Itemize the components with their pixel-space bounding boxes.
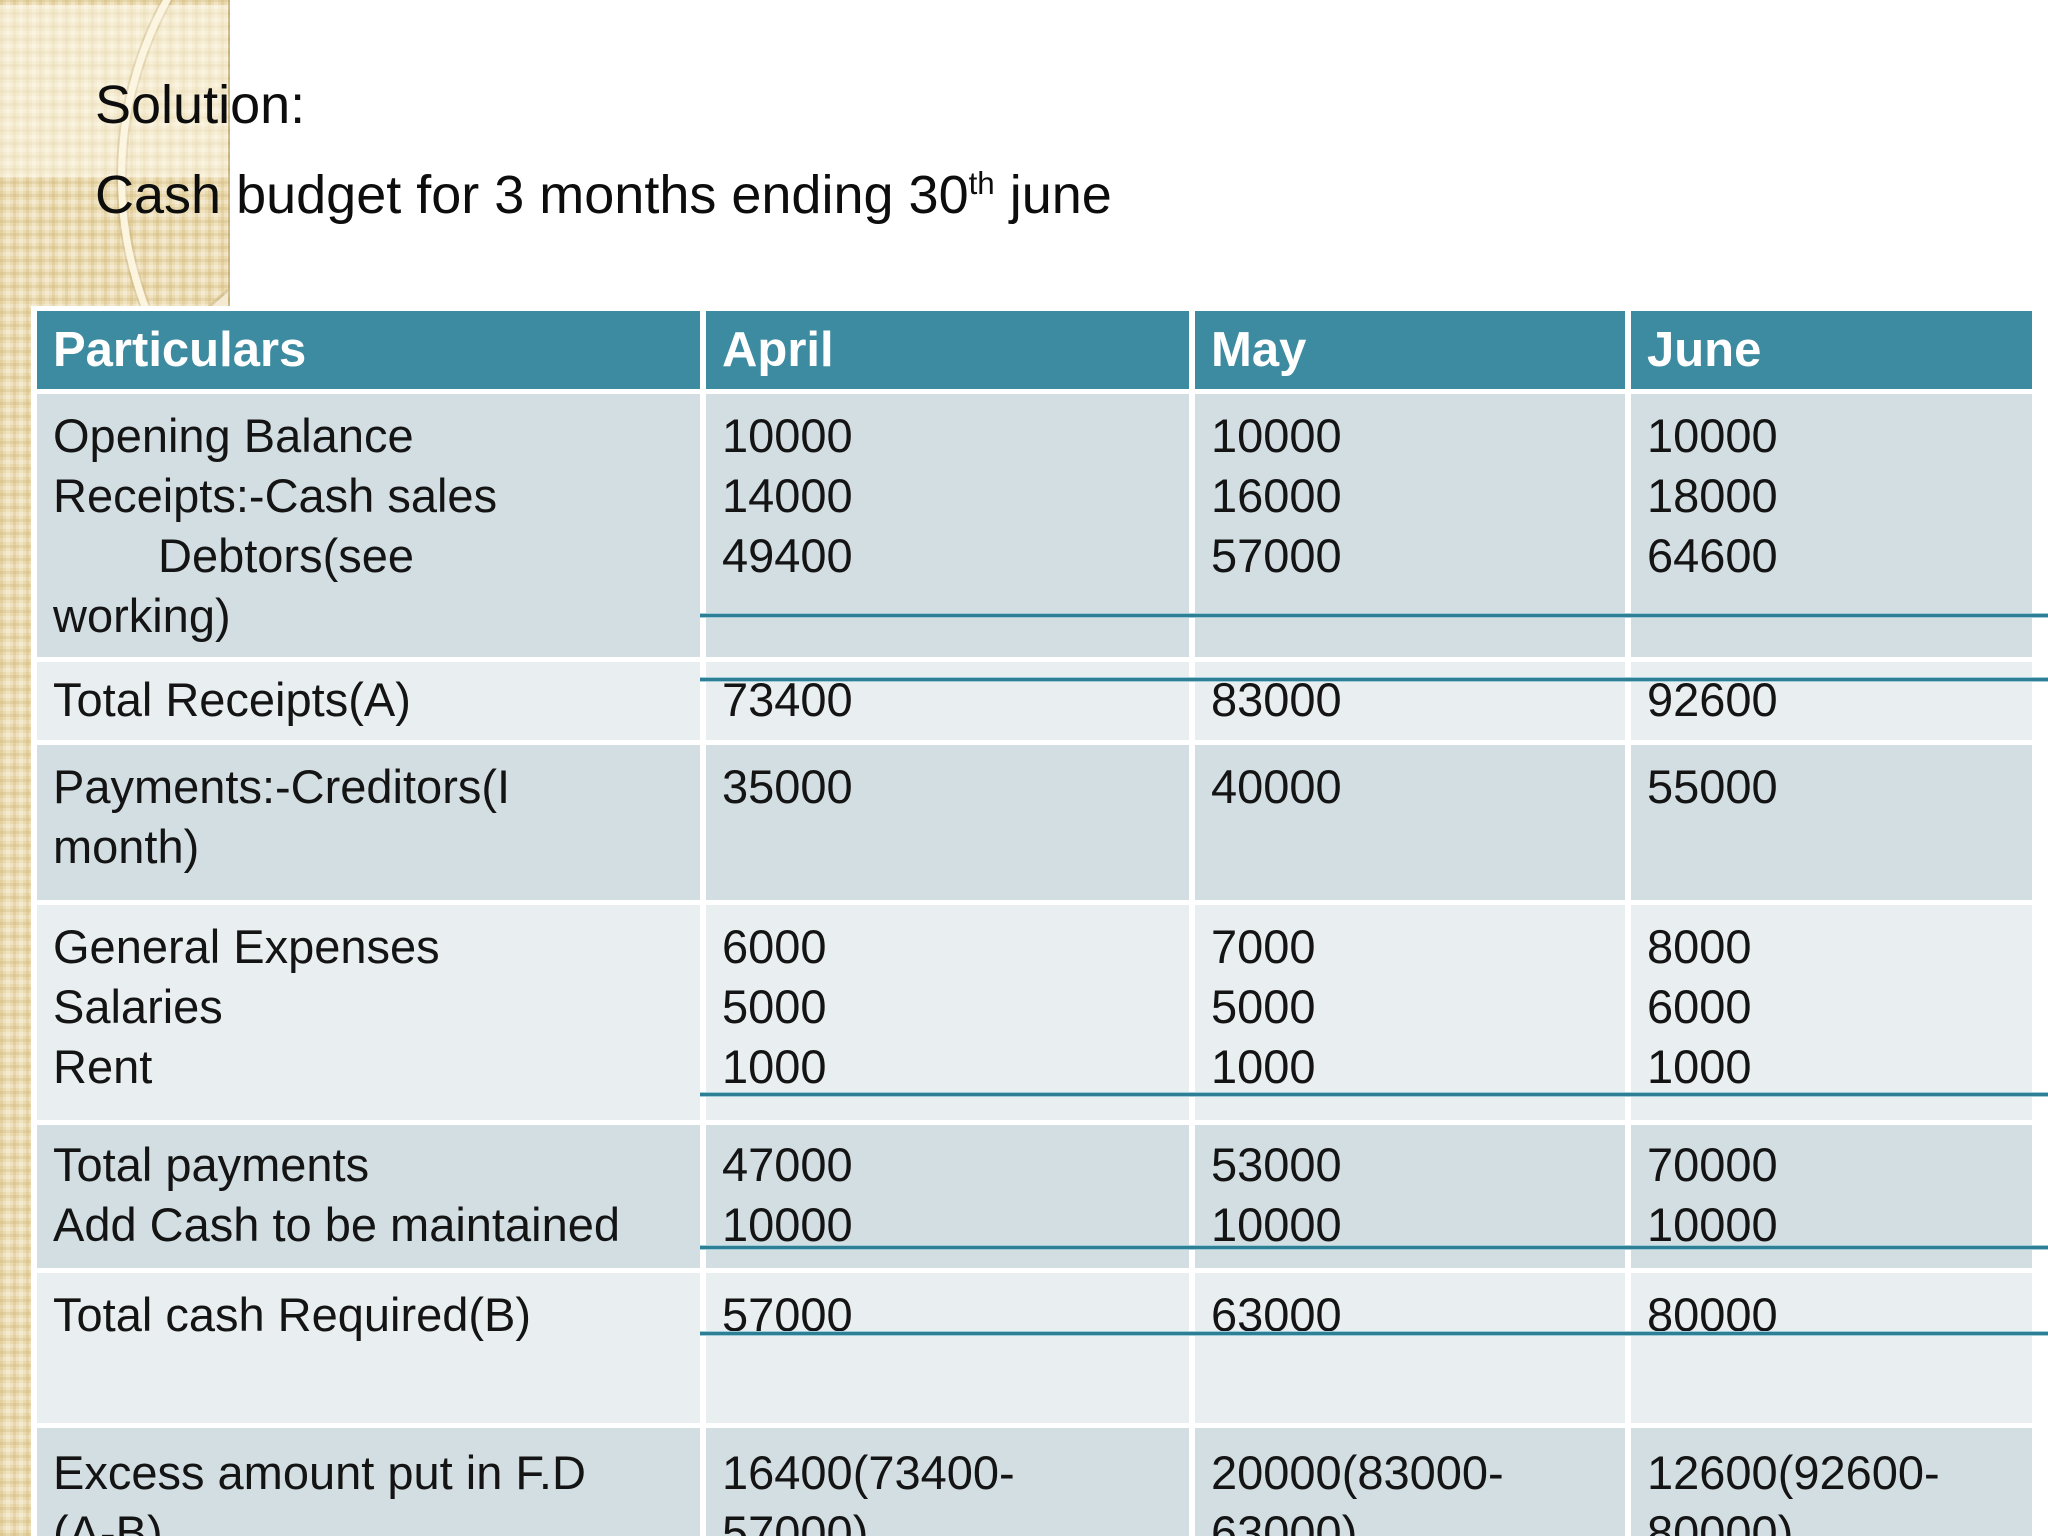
table-row-total-cash-required: Total cash Required(B) 57000 63000 80000 — [37, 1273, 2032, 1423]
cell-may: 83000 — [1195, 662, 1625, 740]
slide-subtitle: Cash budget for 3 months ending 30th jun… — [95, 162, 1112, 228]
cell-april: 57000 — [706, 1273, 1189, 1423]
subtitle-superscript: th — [968, 166, 995, 201]
cell-particulars: Total cash Required(B) — [37, 1273, 700, 1423]
cell-particulars: Excess amount put in F.D (A-B) — [37, 1428, 700, 1536]
cell-particulars: Total payments Add Cash to be maintained — [37, 1125, 700, 1268]
sum-rule-total-payments — [700, 1245, 2048, 1250]
table-row-excess-fd: Excess amount put in F.D (A-B) 16400(734… — [37, 1428, 2032, 1536]
subtitle-text-after: june — [994, 165, 1112, 225]
cell-april: 6000 5000 1000 — [706, 905, 1189, 1120]
cell-may: 40000 — [1195, 745, 1625, 900]
cash-budget-table: Particulars April May June Opening Balan… — [31, 306, 2038, 1536]
cell-june: 55000 — [1631, 745, 2032, 900]
cell-may: 20000(83000- 63000) — [1195, 1428, 1625, 1536]
cell-may: 53000 10000 — [1195, 1125, 1625, 1268]
table-row-expenses: General Expenses Salaries Rent 6000 5000… — [37, 905, 2032, 1120]
sum-rule-receipts — [700, 613, 2048, 618]
cell-may: 7000 5000 1000 — [1195, 905, 1625, 1120]
sum-rule-total-receipts — [700, 677, 2048, 682]
cell-june: 80000 — [1631, 1273, 2032, 1423]
cell-particulars: General Expenses Salaries Rent — [37, 905, 700, 1120]
column-header-june: June — [1631, 311, 2032, 389]
slide-title: Solution: — [95, 75, 306, 135]
cell-may: 63000 — [1195, 1273, 1625, 1423]
cell-particulars: Total Receipts(A) — [37, 662, 700, 740]
table-row-total-receipts: Total Receipts(A) 73400 83000 92600 — [37, 662, 2032, 740]
cell-april: 16400(73400- 57000) — [706, 1428, 1189, 1536]
cell-june: 92600 — [1631, 662, 2032, 740]
cell-april: 73400 — [706, 662, 1189, 740]
table-row-total-payments: Total payments Add Cash to be maintained… — [37, 1125, 2032, 1268]
cell-april: 35000 — [706, 745, 1189, 900]
column-header-april: April — [706, 311, 1189, 389]
sum-rule-expenses — [700, 1092, 2048, 1097]
cell-particulars: Payments:-Creditors(I month) — [37, 745, 700, 900]
cell-june: 12600(92600- 80000) — [1631, 1428, 2032, 1536]
cell-april: 47000 10000 — [706, 1125, 1189, 1268]
cell-june: 8000 6000 1000 — [1631, 905, 2032, 1120]
cell-particulars: Opening Balance Receipts:-Cash sales Deb… — [37, 394, 700, 657]
table-row-payments-creditors: Payments:-Creditors(I month) 35000 40000… — [37, 745, 2032, 900]
column-header-particulars: Particulars — [37, 311, 700, 389]
sum-rule-total-cash — [700, 1331, 2048, 1336]
cell-june: 70000 10000 — [1631, 1125, 2032, 1268]
column-header-may: May — [1195, 311, 1625, 389]
subtitle-text: Cash budget for 3 months ending 30 — [95, 165, 969, 225]
table-header-row: Particulars April May June — [37, 311, 2032, 389]
